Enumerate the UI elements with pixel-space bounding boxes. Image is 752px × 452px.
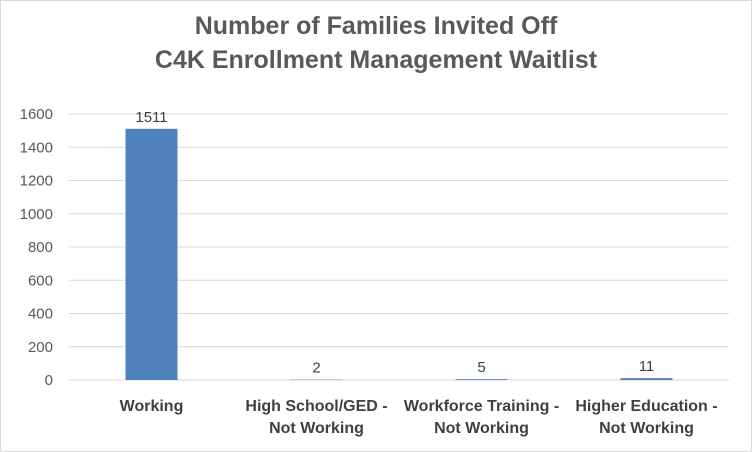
data-label: 1511	[135, 109, 167, 126]
y-tick-label: 400	[28, 306, 53, 323]
y-tick-label: 1600	[20, 106, 53, 123]
y-tick-label: 800	[28, 239, 53, 256]
data-label: 5	[477, 359, 485, 376]
chart-title-line-1: Number of Families Invited Off	[194, 12, 558, 40]
category-label: Workforce Training -	[404, 398, 559, 415]
category-label: Working	[120, 398, 184, 415]
bar	[620, 378, 673, 380]
bar	[455, 379, 508, 380]
data-label: 2	[312, 360, 320, 377]
y-tick-label: 200	[28, 339, 53, 356]
data-label: 11	[639, 358, 655, 375]
y-tick-label: 0	[45, 372, 53, 389]
category-label: Higher Education -	[575, 398, 717, 415]
bar	[125, 128, 178, 380]
category-label: High School/GED -	[245, 398, 387, 415]
category-label: Not Working	[599, 420, 694, 437]
chart-title-line-2: C4K Enrollment Management Waitlist	[154, 46, 598, 74]
category-label: Not Working	[269, 420, 364, 437]
y-tick-label: 1400	[20, 139, 53, 156]
y-tick-label: 600	[28, 272, 53, 289]
y-tick-label: 1200	[20, 173, 53, 190]
chart-title: Number of Families Invited Off C4K Enrol…	[1, 9, 751, 77]
y-tick-label: 1000	[20, 206, 53, 223]
category-label: Not Working	[434, 420, 529, 437]
